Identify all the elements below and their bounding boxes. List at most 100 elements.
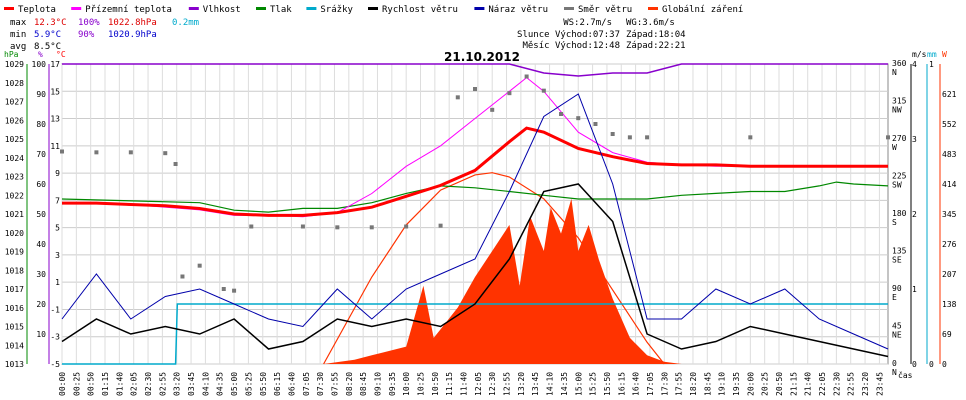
x-tick-label: 02:55 bbox=[158, 372, 167, 396]
info-ws: WS:2.7m/s bbox=[563, 18, 612, 28]
rain-line bbox=[62, 303, 888, 365]
dir-tick-name: SE bbox=[892, 256, 902, 265]
unit-hpa: hPa bbox=[4, 50, 19, 59]
temp-tick-label: -5 bbox=[50, 360, 60, 369]
x-tick-label: 08:20 bbox=[345, 372, 354, 396]
wind-direction-point bbox=[490, 107, 495, 112]
humidity-line bbox=[62, 63, 888, 77]
hpa-tick-label: 1019 bbox=[5, 248, 24, 257]
unit-pct: % bbox=[38, 50, 43, 59]
x-tick-label: 12:55 bbox=[503, 372, 512, 396]
legend: Teplota Přízemní teplota Vlhkost Tlak Srážky… bbox=[4, 5, 743, 15]
wind-direction-point bbox=[173, 162, 178, 166]
temp-tick-label: 11 bbox=[50, 142, 60, 151]
mm-tick-label: 1 bbox=[929, 60, 934, 69]
dir-tick-name: S bbox=[892, 218, 897, 227]
wind-direction-point bbox=[541, 88, 546, 93]
w-tick-label: 0 bbox=[942, 360, 947, 369]
info-wg: WG:3.6m/s bbox=[626, 18, 675, 28]
stats-block: max 12.3°C 100% 1022.8hPa 0.2mm min 5.9°… bbox=[10, 18, 199, 52]
x-tick-label: 12:30 bbox=[488, 372, 497, 396]
wind-direction-point bbox=[180, 274, 185, 279]
hpa-tick-label: 1024 bbox=[5, 154, 24, 163]
legend-swatch bbox=[648, 7, 658, 10]
w-tick-label: 138 bbox=[942, 300, 957, 309]
x-tick-label: 10:00 bbox=[402, 372, 411, 396]
info-sun-rise: Slunce Východ:07:37 bbox=[517, 30, 620, 40]
hpa-tick-label: 1020 bbox=[5, 229, 24, 238]
dir-tick-label: 45 bbox=[892, 322, 902, 331]
legend-swatch bbox=[368, 7, 378, 10]
info-moon-set: Západ:22:21 bbox=[626, 41, 686, 51]
dir-tick-label: 270 bbox=[892, 134, 907, 143]
stat-min-temp: 5.9°C bbox=[34, 30, 61, 40]
wind-direction-point bbox=[369, 225, 374, 230]
wind-direction-point bbox=[645, 135, 650, 140]
wind-direction-point bbox=[438, 223, 443, 228]
hpa-tick-label: 1021 bbox=[5, 210, 24, 219]
hpa-tick-label: 1029 bbox=[5, 60, 24, 69]
legend-swatch bbox=[71, 7, 82, 10]
wind-gust-line bbox=[61, 93, 889, 350]
wind-direction-point bbox=[627, 135, 632, 140]
x-tick-label: 15:00 bbox=[574, 372, 583, 396]
x-tick-label: 21:40 bbox=[804, 372, 813, 396]
dir-tick-name: NW bbox=[892, 106, 902, 115]
wind-direction-point bbox=[197, 263, 202, 268]
x-tick-label: 13:45 bbox=[531, 372, 540, 396]
hpa-tick-label: 1022 bbox=[5, 191, 24, 200]
x-tick-label: 20:50 bbox=[775, 372, 784, 396]
x-tick-label: 17:05 bbox=[646, 372, 655, 396]
x-tick-label: 22:30 bbox=[832, 372, 841, 396]
unit-temp: °C bbox=[56, 50, 66, 59]
x-tick-label: 15:50 bbox=[603, 372, 612, 396]
legend-label: Srážky bbox=[320, 5, 353, 15]
x-tick-label: 23:20 bbox=[861, 372, 870, 396]
x-tick-label: 05:50 bbox=[259, 372, 268, 396]
wind-direction-point bbox=[300, 224, 305, 229]
temp-tick-label: -3 bbox=[50, 333, 60, 342]
x-tick-label: 18:20 bbox=[689, 372, 698, 396]
unit-ms: m/s bbox=[912, 50, 927, 59]
wind-direction-point bbox=[404, 224, 409, 229]
pct-tick-label: 60 bbox=[36, 180, 46, 189]
x-tick-label: 06:15 bbox=[273, 372, 282, 396]
temp-tick-label: 15 bbox=[50, 87, 60, 96]
dir-tick-label: 135 bbox=[892, 247, 907, 256]
x-tick-label: 20:25 bbox=[761, 372, 770, 396]
x-tick-label: 22:05 bbox=[818, 372, 827, 396]
ms-tick-label: 2 bbox=[912, 210, 917, 219]
hpa-tick-label: 1013 bbox=[5, 360, 24, 369]
dir-tick-label: 0 bbox=[892, 359, 897, 368]
pct-tick-label: 50 bbox=[36, 210, 46, 219]
wind-direction-point bbox=[455, 95, 460, 100]
ms-tick-label: 0 bbox=[912, 360, 917, 369]
legend-swatch bbox=[256, 7, 266, 10]
pct-tick-label: 80 bbox=[36, 120, 46, 129]
temperature-line bbox=[62, 126, 888, 217]
w-tick-label: 345 bbox=[942, 210, 957, 219]
x-tick-label: 00:00 bbox=[58, 372, 67, 396]
hpa-tick-label: 1018 bbox=[5, 266, 24, 275]
wind-direction-point bbox=[610, 132, 615, 136]
wind-direction-point bbox=[524, 74, 529, 79]
pct-tick-label: 30 bbox=[36, 270, 46, 279]
wind-speed-line bbox=[61, 183, 889, 358]
wind-direction-point bbox=[128, 150, 133, 155]
unit-time: čas bbox=[898, 370, 913, 380]
x-tick-label: 22:55 bbox=[847, 372, 856, 396]
x-tick-label: 08:45 bbox=[359, 372, 368, 396]
x-tick-label: 03:20 bbox=[173, 372, 182, 396]
w-tick-label: 483 bbox=[942, 150, 957, 159]
pct-tick-label: 90 bbox=[36, 90, 46, 99]
x-tick-label: 09:35 bbox=[388, 372, 397, 396]
x-tick-label: 13:20 bbox=[517, 372, 526, 396]
wind-direction-point bbox=[576, 116, 581, 121]
x-tick-label: 00:50 bbox=[87, 372, 96, 396]
x-tick-label: 19:10 bbox=[718, 372, 727, 396]
wind-direction-point bbox=[559, 112, 564, 116]
temp-tick-label: 7 bbox=[55, 196, 60, 205]
plot-area: 00:00 00:25 00:50 01:15 01:40 02:05 02:30 02:55… bbox=[5, 59, 957, 396]
temp-tick-label: 17 bbox=[50, 60, 60, 69]
legend-label: Rychlost větru bbox=[382, 5, 458, 15]
